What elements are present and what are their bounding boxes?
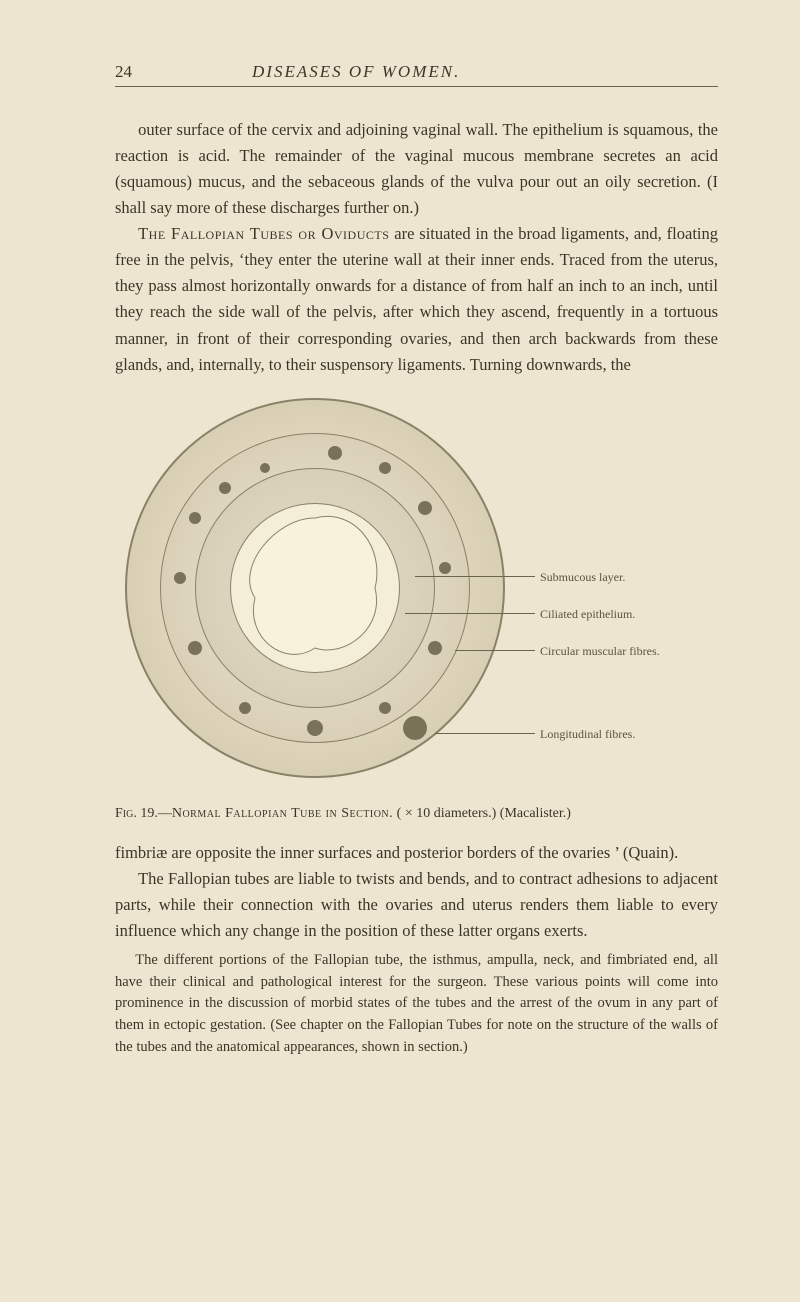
label-ciliated: Ciliated epithelium. bbox=[540, 607, 635, 622]
figure-caption-credit: (Macalister.) bbox=[500, 806, 571, 821]
figure-caption-title: Normal Fallopian Tube in Section. bbox=[172, 806, 393, 821]
leader-line bbox=[455, 650, 535, 651]
paragraph-2-rest: are situated in the broad ligaments, and… bbox=[115, 224, 718, 373]
leader-line bbox=[415, 576, 535, 577]
main-text: outer surface of the cervix and adjoinin… bbox=[115, 117, 718, 378]
running-title: DISEASES OF WOMEN. bbox=[252, 62, 460, 82]
figure-caption-number: Fig. 19.— bbox=[115, 806, 172, 821]
paragraph-3: fimbriæ are opposite the inner surfaces … bbox=[115, 840, 718, 866]
label-submucous: Submucous layer. bbox=[540, 570, 625, 585]
page-header: 24 DISEASES OF WOMEN. bbox=[115, 62, 718, 87]
figure-19: Submucous layer. Ciliated epithelium. Ci… bbox=[115, 398, 718, 798]
figure-caption-mag: ( × 10 diameters.) bbox=[393, 806, 500, 821]
paragraph-2-lead: The Fallopian Tubes or Oviducts bbox=[138, 224, 389, 243]
leader-line bbox=[405, 613, 535, 614]
post-figure-text: fimbriæ are opposite the inner surfaces … bbox=[115, 840, 718, 944]
paragraph-4: The Fallopian tubes are liable to twists… bbox=[115, 866, 718, 944]
page-number: 24 bbox=[115, 62, 132, 82]
figure-caption: Fig. 19.—Normal Fallopian Tube in Sectio… bbox=[115, 806, 718, 822]
lumen-outline-icon bbox=[125, 398, 505, 778]
paragraph-2: The Fallopian Tubes or Oviducts are situ… bbox=[115, 221, 718, 377]
footnote-paragraph: The different portions of the Fallopian … bbox=[115, 950, 718, 1059]
figure-illustration bbox=[125, 398, 505, 778]
paragraph-1: outer surface of the cervix and adjoinin… bbox=[115, 117, 718, 221]
label-circular: Circular muscular fibres. bbox=[540, 644, 660, 659]
leader-line bbox=[435, 733, 535, 734]
label-longitudinal: Longitudinal fibres. bbox=[540, 727, 635, 742]
